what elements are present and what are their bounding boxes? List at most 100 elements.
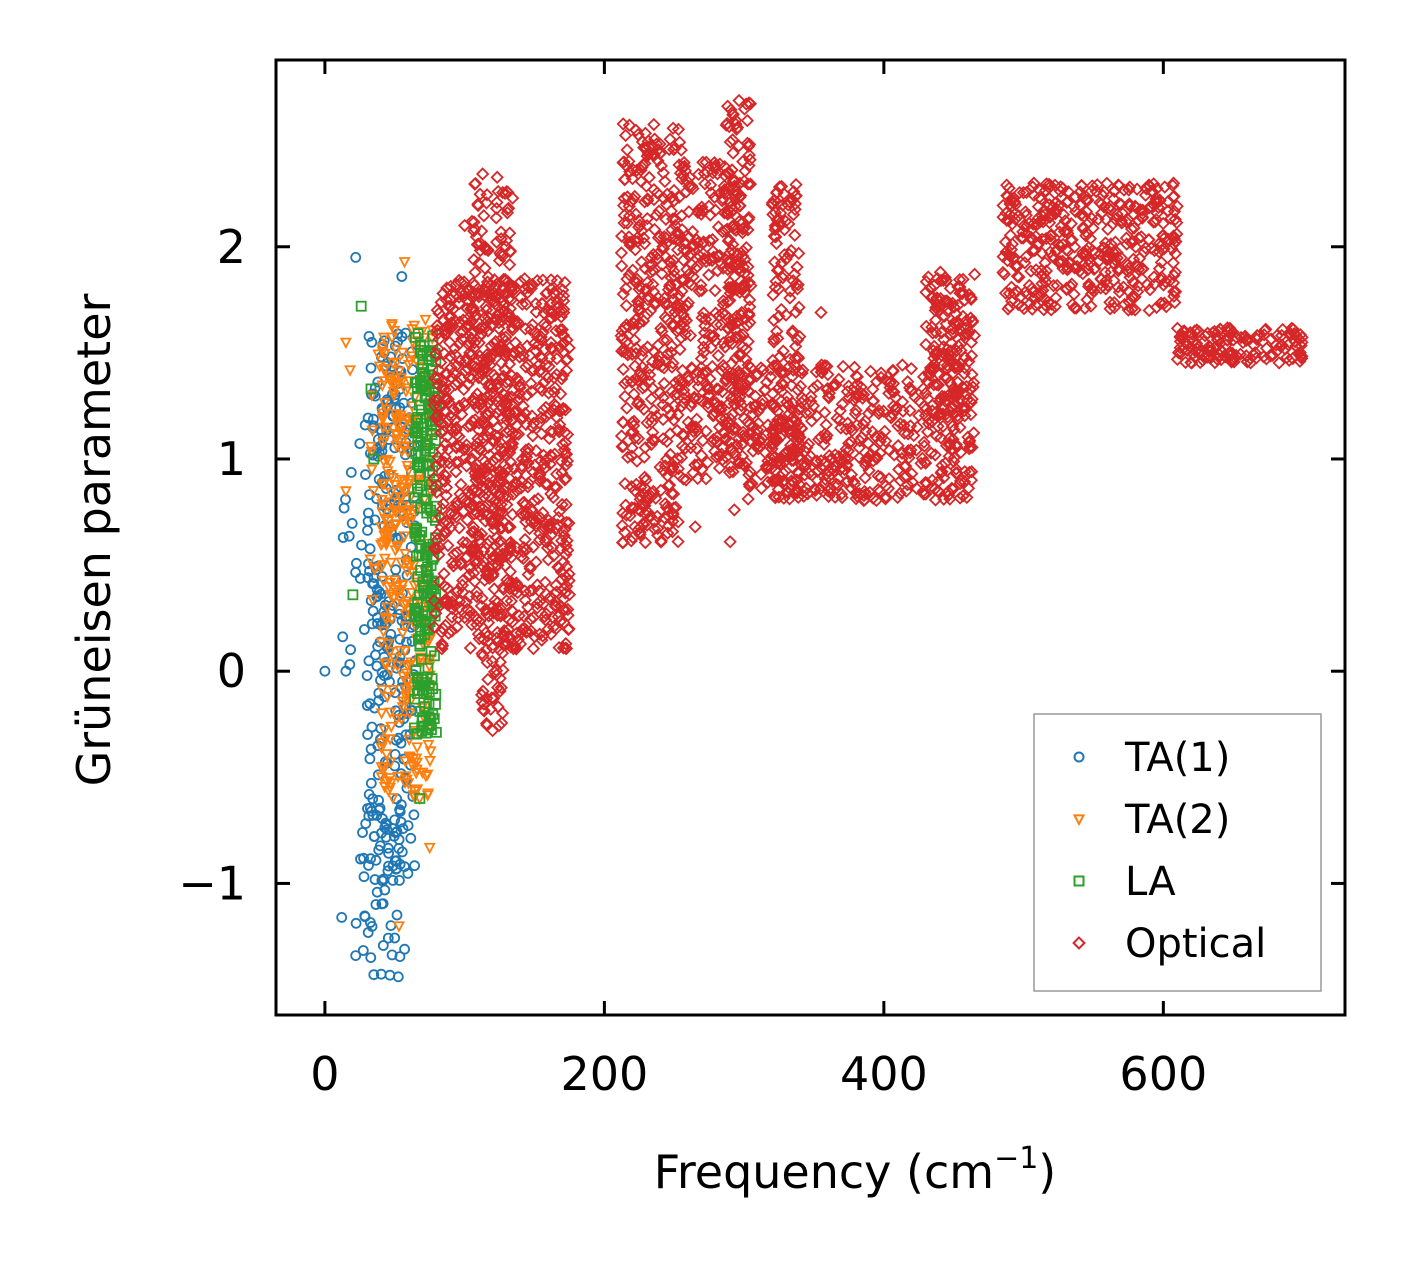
- data-point: [557, 603, 571, 617]
- data-point: [427, 620, 441, 634]
- data-point: [490, 680, 505, 695]
- data-point: [937, 347, 951, 361]
- data-point: [997, 267, 1012, 281]
- data-point: [357, 945, 369, 956]
- data-point: [942, 436, 957, 450]
- data-point: [376, 667, 388, 678]
- data-point: [718, 432, 732, 446]
- data-point: [388, 575, 401, 587]
- data-point: [684, 420, 698, 434]
- data-point: [614, 259, 629, 273]
- data-point: [357, 827, 368, 838]
- data-point: [821, 389, 836, 404]
- data-point: [701, 268, 716, 282]
- legend-marker: [1073, 751, 1085, 763]
- data-point: [474, 392, 488, 406]
- data-point: [696, 433, 710, 448]
- data-point: [467, 253, 481, 267]
- data-point: [1234, 330, 1248, 345]
- data-point: [1115, 206, 1130, 220]
- data-point: [1168, 212, 1182, 227]
- data-point: [927, 339, 941, 354]
- data-point: [420, 590, 432, 602]
- data-point: [679, 313, 694, 328]
- data-point: [453, 487, 467, 501]
- data-point: [1074, 178, 1089, 193]
- data-point: [401, 447, 414, 459]
- data-point: [646, 425, 660, 440]
- data-point: [394, 645, 407, 658]
- data-point: [865, 402, 879, 416]
- data-point: [470, 528, 484, 543]
- data-point: [1207, 324, 1222, 339]
- data-point: [1084, 287, 1099, 301]
- data-point: [965, 314, 980, 328]
- data-point: [954, 343, 968, 358]
- data-point: [946, 407, 961, 422]
- data-point: [782, 247, 796, 262]
- data-point: [702, 382, 716, 396]
- data-point: [519, 360, 533, 374]
- data-point: [521, 280, 536, 295]
- data-point: [383, 646, 396, 659]
- data-point: [412, 597, 423, 608]
- data-point: [1117, 183, 1131, 197]
- data-point: [396, 696, 409, 708]
- data-point: [1027, 176, 1041, 190]
- data-point: [503, 301, 518, 316]
- data-point: [1012, 185, 1027, 200]
- data-point: [1154, 270, 1169, 284]
- data-point: [536, 448, 551, 462]
- data-point: [628, 359, 642, 373]
- data-point: [392, 971, 404, 983]
- data-point: [826, 379, 840, 393]
- data-point: [400, 599, 413, 611]
- data-point: [798, 406, 813, 420]
- legend-item-ta-1: TA(1): [1073, 735, 1230, 781]
- data-point: [631, 373, 645, 387]
- data-point: [706, 409, 720, 423]
- data-point: [524, 515, 538, 529]
- data-point: [387, 684, 400, 697]
- data-point: [398, 257, 411, 269]
- data-point: [1073, 185, 1087, 199]
- data-point: [497, 298, 511, 313]
- data-point: [748, 400, 762, 414]
- data-point: [859, 451, 874, 466]
- data-point: [550, 284, 564, 298]
- data-point: [632, 302, 646, 316]
- data-point: [460, 536, 474, 550]
- data-point: [415, 630, 427, 642]
- data-point: [676, 472, 691, 486]
- data-point: [420, 433, 432, 445]
- data-point: [890, 490, 905, 505]
- data-point: [649, 409, 664, 423]
- data-point: [537, 342, 552, 357]
- data-point: [500, 498, 514, 512]
- data-point: [410, 768, 423, 780]
- data-point: [726, 174, 740, 188]
- data-point: [430, 319, 444, 333]
- data-point: [821, 489, 836, 504]
- data-point: [716, 336, 731, 350]
- data-point: [434, 355, 448, 370]
- data-point: [432, 363, 446, 377]
- data-point: [647, 222, 662, 237]
- data-point: [532, 364, 547, 379]
- data-point: [682, 276, 696, 290]
- data-point: [466, 497, 480, 512]
- data-point: [711, 348, 725, 363]
- data-point: [423, 755, 436, 768]
- data-point: [470, 436, 485, 450]
- data-point: [741, 384, 755, 398]
- data-point: [935, 325, 949, 339]
- data-point: [460, 513, 474, 527]
- data-point: [821, 367, 835, 382]
- data-point: [696, 155, 710, 169]
- data-point: [454, 372, 469, 386]
- data-point: [724, 103, 738, 117]
- data-point: [378, 376, 391, 388]
- data-point: [776, 414, 790, 428]
- data-point: [481, 396, 496, 410]
- data-point: [1026, 244, 1040, 258]
